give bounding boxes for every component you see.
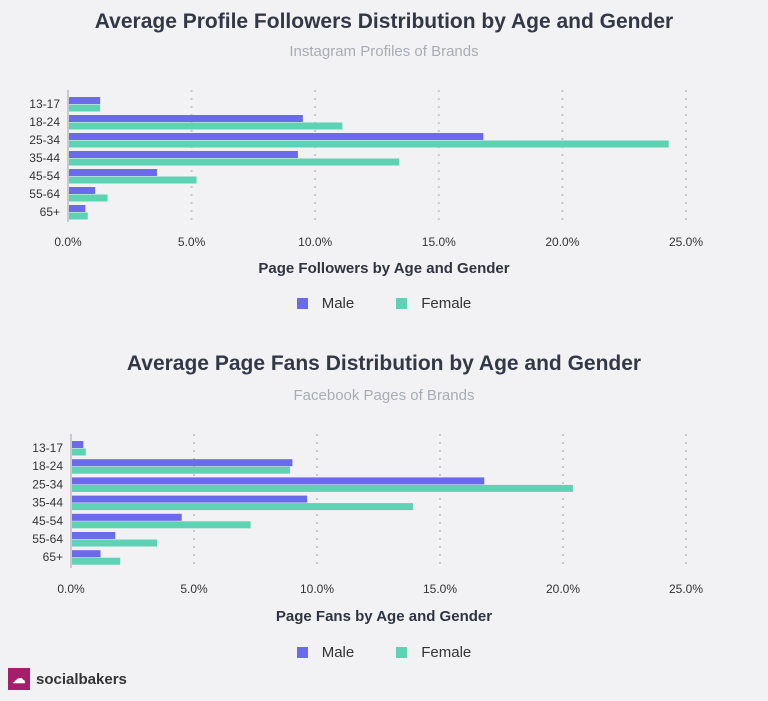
- male-swatch: [296, 647, 308, 658]
- x-tick-label: 10.0%: [300, 582, 334, 596]
- x-tick-label: 5.0%: [178, 235, 206, 249]
- x-tick-label: 0.0%: [54, 235, 82, 249]
- y-tick-label: 13-17: [32, 441, 63, 455]
- bar-male-18-24: [69, 115, 303, 122]
- bar-male-45-54: [69, 169, 157, 176]
- bar-female-65+: [69, 212, 88, 220]
- bar-female-55-64: [72, 539, 158, 547]
- bar-female-18-24: [69, 122, 343, 130]
- bar-male-35-44: [72, 495, 308, 503]
- y-tick-label: 45-54: [29, 169, 60, 183]
- bar-female-35-44: [72, 503, 413, 511]
- legend-female: Female: [396, 295, 471, 312]
- x-tick-label: 0.0%: [57, 582, 85, 596]
- bar-female-25-34: [72, 484, 573, 492]
- bar-male-55-64: [72, 532, 116, 539]
- x-tick-label: 25.0%: [669, 582, 703, 596]
- bar-male-13-17: [69, 97, 101, 104]
- chart1-title: Average Profile Followers Distribution b…: [94, 10, 674, 33]
- y-tick-label: 25-34: [32, 477, 63, 491]
- chart1-x-axis-title: Page Followers by Age and Gender: [258, 260, 510, 277]
- y-tick-label: 35-44: [32, 496, 63, 510]
- chart2-plot: 0.0% 5.0% 10.0% 15.0% 20.0% 25.0% 13-17 18-24 25…: [32, 434, 703, 596]
- y-tick-label: 35-44: [29, 151, 60, 165]
- y-tick-label: 55-64: [32, 532, 63, 546]
- legend-female-label: Female: [421, 295, 472, 312]
- bar-male-65+: [69, 205, 86, 212]
- y-tick-label: 13-17: [29, 97, 60, 111]
- chart1-legend: Male Female: [0, 295, 768, 312]
- bar-male-18-24: [72, 459, 293, 467]
- legend-male-label: Male: [321, 644, 355, 661]
- bar-female-65+: [72, 557, 121, 565]
- chart1-plot: 0.0% 5.0% 10.0% 15.0% 20.0% 25.0% 13-17 18-24 25…: [29, 90, 703, 249]
- y-tick-label: 25-34: [29, 133, 60, 147]
- bar-female-45-54: [72, 521, 251, 529]
- legend-male-label: Male: [321, 295, 355, 312]
- bar-male-45-54: [72, 513, 182, 521]
- x-tick-label: 25.0%: [669, 235, 703, 249]
- y-tick-label: 55-64: [29, 187, 60, 201]
- bar-male-55-64: [69, 187, 96, 194]
- y-tick-label: 45-54: [32, 514, 63, 528]
- x-tick-label: 5.0%: [180, 582, 208, 596]
- bar-female-13-17: [69, 104, 101, 112]
- chart2-subtitle: Facebook Pages of Brands: [293, 387, 475, 404]
- female-swatch: [396, 647, 408, 658]
- brand-name: socialbakers: [36, 670, 127, 688]
- x-tick-label: 20.0%: [546, 582, 580, 596]
- x-tick-label: 15.0%: [422, 235, 456, 249]
- x-tick-label: 15.0%: [423, 582, 457, 596]
- y-tick-label: 18-24: [32, 459, 63, 473]
- bar-female-35-44: [69, 158, 400, 166]
- bar-female-55-64: [69, 194, 108, 202]
- bar-male-13-17: [72, 441, 84, 448]
- bar-female-18-24: [72, 466, 290, 474]
- chef-hat-icon: ☁: [8, 668, 30, 690]
- chart2-legend: Male Female: [0, 644, 768, 661]
- legend-male: Male: [296, 295, 355, 312]
- legend-male: Male: [296, 644, 355, 661]
- y-tick-label: 18-24: [29, 115, 60, 129]
- chart1-subtitle: Instagram Profiles of Brands: [289, 43, 479, 60]
- bar-male-65+: [72, 550, 101, 558]
- legend-female: Female: [396, 644, 471, 661]
- female-swatch: [396, 298, 408, 309]
- y-tick-label: 65+: [40, 205, 60, 219]
- chart2-title: Average Page Fans Distribution by Age an…: [126, 352, 642, 375]
- bar-female-13-17: [72, 448, 86, 456]
- chart2-x-axis-title: Page Fans by Age and Gender: [275, 608, 493, 625]
- bar-male-25-34: [69, 133, 484, 140]
- legend-female-label: Female: [421, 644, 472, 661]
- bar-male-35-44: [69, 151, 298, 158]
- bar-female-25-34: [69, 140, 669, 148]
- x-tick-label: 20.0%: [545, 235, 579, 249]
- bar-male-25-34: [72, 477, 485, 485]
- x-tick-label: 10.0%: [298, 235, 332, 249]
- bar-female-45-54: [69, 176, 197, 184]
- male-swatch: [296, 298, 308, 309]
- socialbakers-logo: ☁ socialbakers: [8, 668, 127, 690]
- y-tick-label: 65+: [43, 550, 63, 564]
